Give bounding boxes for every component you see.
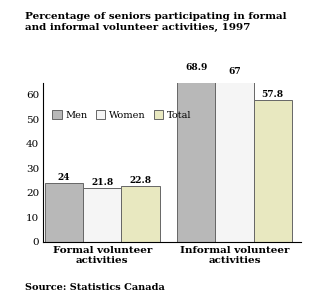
Text: 21.8: 21.8: [91, 178, 113, 187]
Text: 68.9: 68.9: [185, 63, 207, 72]
Text: Percentage of seniors participating in formal
and informal volunteer activities,: Percentage of seniors participating in f…: [25, 12, 286, 32]
Text: 22.8: 22.8: [129, 176, 152, 185]
Bar: [254, 100, 292, 242]
Text: 67: 67: [228, 68, 241, 76]
Bar: [83, 189, 121, 242]
Text: 24: 24: [58, 173, 70, 182]
Text: 57.8: 57.8: [262, 90, 284, 99]
Bar: [215, 78, 254, 242]
Legend: Men, Women, Total: Men, Women, Total: [48, 106, 196, 124]
Bar: [121, 186, 160, 242]
Bar: [177, 73, 215, 242]
Text: Source: Statistics Canada: Source: Statistics Canada: [25, 283, 165, 292]
Bar: [45, 183, 83, 242]
